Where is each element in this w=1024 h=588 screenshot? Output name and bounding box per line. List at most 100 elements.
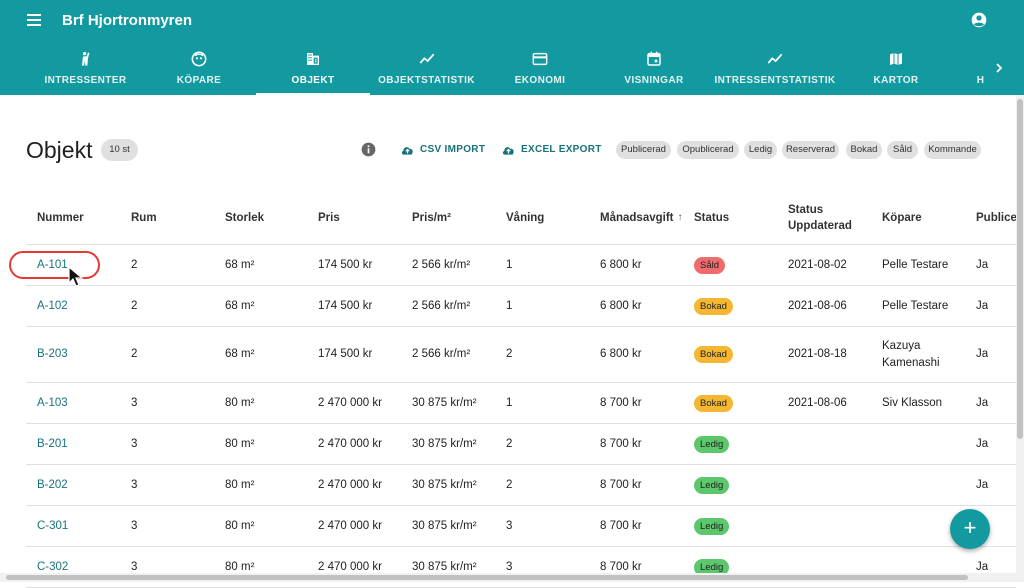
app-bar: Brf Hjortronmyren INTRESSENTER KÖPARE OB… <box>0 0 1024 95</box>
filter-chip-bokad[interactable]: Bokad <box>846 141 882 159</box>
table-row[interactable]: B-202 3 80 m² 2 470 000 kr 30 875 kr/m² 2 8 70… <box>26 465 1016 506</box>
header-storlek[interactable]: Storlek <box>225 211 264 224</box>
tab-objektstatistik[interactable]: OBJEKTSTATISTIK <box>370 45 483 95</box>
cell-manadsavgift: 8 700 kr <box>600 396 642 409</box>
status-badge: Bokad <box>694 297 733 315</box>
cell-vaning: 2 <box>506 348 513 360</box>
cell-publicerad: Ja <box>976 299 989 312</box>
cell-pris-m2: 30 875 kr/m² <box>412 396 477 409</box>
header-pris[interactable]: Pris <box>318 211 340 224</box>
tab-kopare[interactable]: KÖPARE <box>142 45 256 95</box>
cell-pris: 2 470 000 kr <box>318 437 382 450</box>
header-publicerad[interactable]: Publice <box>976 211 1016 224</box>
header-pris-m2[interactable]: Pris/m² <box>412 211 451 224</box>
cell-nummer[interactable]: A-103 <box>37 396 68 409</box>
table-row[interactable]: A-102 2 68 m² 174 500 kr 2 566 kr/m² 1 6 800 k… <box>26 286 1016 327</box>
filter-chip-reserverad[interactable]: Reserverad <box>782 141 839 159</box>
cell-rum: 2 <box>131 348 138 360</box>
horizontal-scrollbar-thumb[interactable] <box>6 575 968 580</box>
cell-storlek: 80 m² <box>225 396 255 409</box>
cell-status: Bokad <box>694 383 784 423</box>
table-row[interactable]: B-201 3 80 m² 2 470 000 kr 30 875 kr/m² 2 8 70… <box>26 424 1016 465</box>
status-badge: Ledig <box>694 435 730 453</box>
excel-export-button[interactable]: EXCEL EXPORT <box>501 141 601 159</box>
cell-pris-m2: 2 566 kr/m² <box>412 299 471 312</box>
plus-icon: + <box>963 515 977 540</box>
tab-visningar[interactable]: VISNINGAR <box>597 45 711 95</box>
cell-rum: 2 <box>131 299 138 312</box>
info-icon[interactable] <box>361 142 376 157</box>
highlight-ring <box>9 251 100 279</box>
cell-manadsavgift: 8 700 kr <box>600 519 642 532</box>
cell-nummer[interactable]: A-102 <box>37 299 68 312</box>
vertical-scrollbar[interactable] <box>1016 95 1024 582</box>
table-row[interactable]: B-203 2 68 m² 174 500 kr 2 566 kr/m² 2 6 800 k… <box>26 327 1016 383</box>
top-bar: Brf Hjortronmyren <box>0 0 1024 42</box>
cell-status: Ledig <box>694 465 784 505</box>
status-badge: Ledig <box>694 476 730 494</box>
tab-intressentstatistik[interactable]: INTRESSENTSTATISTIK <box>711 45 839 95</box>
trend-line-icon <box>419 53 434 64</box>
table-row[interactable]: A-101 2 68 m² 174 500 kr 2 566 kr/m² 1 6 800 k… <box>26 245 1016 286</box>
cell-publicerad: Ja <box>976 478 989 491</box>
filter-chip-ledig[interactable]: Ledig <box>744 141 777 159</box>
status-badge: Ledig <box>694 517 730 535</box>
cell-storlek: 68 m² <box>225 299 255 312</box>
cell-pris: 174 500 kr <box>318 348 373 360</box>
cell-nummer[interactable]: C-301 <box>37 519 69 532</box>
account-circle-icon[interactable] <box>971 12 987 28</box>
cell-publicerad: Ja <box>976 437 989 450</box>
table-row[interactable]: C-302 3 80 m² 2 470 000 kr 30 875 kr/m² 3 8 70… <box>26 547 1016 588</box>
cell-storlek: 68 m² <box>225 258 255 271</box>
cell-nummer[interactable]: C-302 <box>37 560 69 573</box>
table-row[interactable]: C-301 3 80 m² 2 470 000 kr 30 875 kr/m² 3 8 70… <box>26 506 1016 547</box>
header-kopare[interactable]: Köpare <box>882 211 922 224</box>
cell-kopare <box>882 424 972 464</box>
add-object-button[interactable]: + <box>950 509 990 549</box>
cell-nummer[interactable]: B-202 <box>37 478 68 491</box>
status-badge: Bokad <box>694 346 733 363</box>
cell-nummer[interactable]: A-101 <box>37 258 68 271</box>
cell-rum: 2 <box>131 258 138 271</box>
filter-chip-kommande[interactable]: Kommande <box>924 141 981 159</box>
csv-import-button[interactable]: CSV IMPORT <box>400 141 490 159</box>
tab-ekonomi[interactable]: EKONOMI <box>483 45 597 95</box>
tab-intressenter[interactable]: INTRESSENTER <box>29 45 142 95</box>
cell-nummer[interactable]: B-203 <box>37 348 68 360</box>
cloud-upload-icon <box>401 147 413 155</box>
cell-nummer[interactable]: B-201 <box>37 437 68 450</box>
trend-line-icon <box>767 53 783 64</box>
tab-objekt[interactable]: OBJEKT <box>256 45 370 95</box>
main-tabs: INTRESSENTER KÖPARE OBJEKT OBJEKTSTATIST… <box>0 45 1024 95</box>
cell-kopare: Pelle Testare <box>882 299 949 312</box>
cell-vaning: 3 <box>506 519 513 532</box>
cell-status: Ledig <box>694 506 784 546</box>
status-badge: Bokad <box>694 394 733 412</box>
cell-publicerad: Ja <box>976 560 989 573</box>
header-status[interactable]: Status <box>694 211 730 224</box>
sort-ascending-icon[interactable]: ↑ <box>677 211 683 223</box>
cell-storlek: 80 m² <box>225 478 255 491</box>
filter-chip-publicerad[interactable]: Publicerad <box>616 141 671 159</box>
vertical-scrollbar-thumb[interactable] <box>1017 99 1023 439</box>
table-row[interactable]: A-103 3 80 m² 2 470 000 kr 30 875 kr/m² 1 8 70… <box>26 383 1016 424</box>
header-manadsavgift[interactable]: Månadsavgift ↑ <box>600 190 694 245</box>
mouse-pointer-icon <box>68 266 84 287</box>
header-status-uppdaterad[interactable]: Status Uppdaterad <box>788 203 852 232</box>
filter-chip-opublicerad[interactable]: Opublicerad <box>677 141 739 159</box>
filter-chip-sald[interactable]: Såld <box>887 141 918 159</box>
status-badge: Ledig <box>694 558 730 576</box>
header-nummer[interactable]: Nummer <box>37 211 84 224</box>
tabs-scroll-right-icon[interactable] <box>993 62 1005 74</box>
tab-kartor[interactable]: KARTOR <box>839 45 953 95</box>
tab-truncated[interactable]: H <box>976 75 985 86</box>
building-icon <box>307 53 319 65</box>
cell-manadsavgift: 6 800 kr <box>600 258 642 271</box>
cell-pris: 2 470 000 kr <box>318 396 382 409</box>
header-vaning[interactable]: Våning <box>506 211 545 224</box>
header-rum[interactable]: Rum <box>131 211 157 224</box>
cell-pris-m2: 2 566 kr/m² <box>412 348 471 360</box>
horizontal-scrollbar[interactable] <box>0 573 1016 582</box>
hamburger-menu-icon[interactable] <box>27 14 41 26</box>
cloud-upload-icon <box>502 147 514 155</box>
